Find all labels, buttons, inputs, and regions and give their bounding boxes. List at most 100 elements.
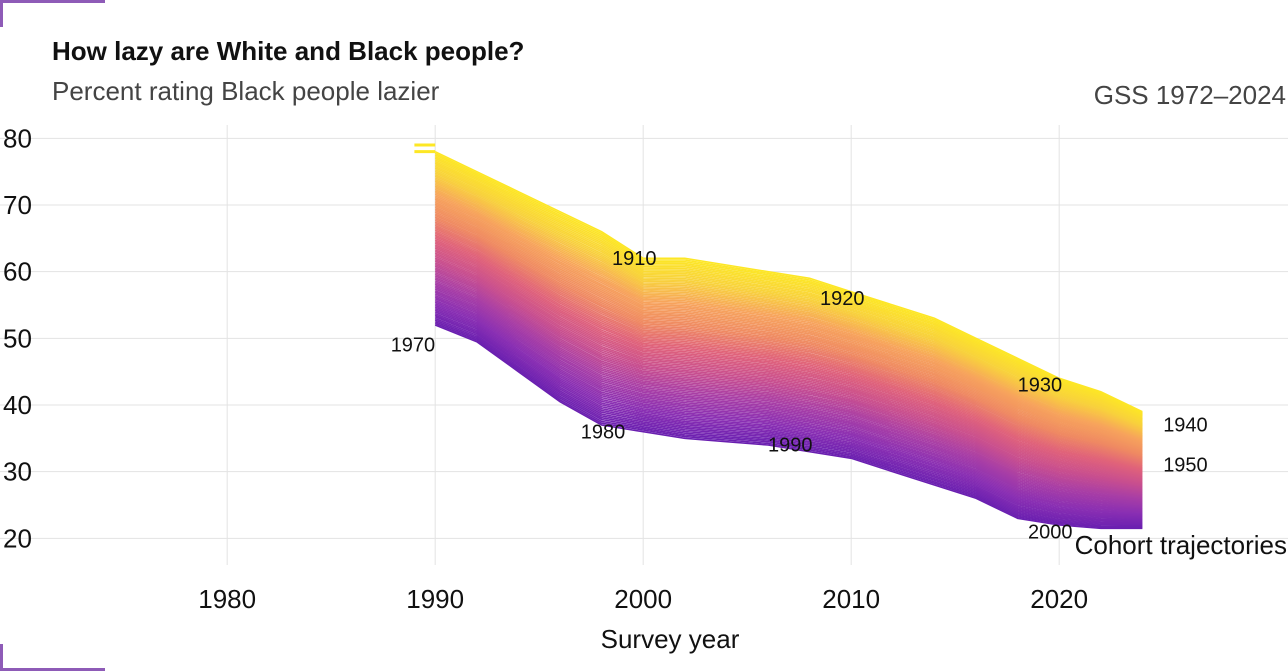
cohort-line	[434, 247, 1143, 478]
cohort-line	[434, 302, 1143, 515]
cohort-line	[434, 281, 1143, 501]
cohort-line	[434, 229, 1143, 466]
cohort-line	[434, 276, 1143, 498]
cohort-line	[434, 324, 1143, 530]
cohort-line	[434, 222, 1143, 461]
cohort-line	[434, 253, 1143, 482]
cohort-line	[434, 263, 1143, 489]
x-tick-label: 1990	[406, 584, 464, 614]
cohort-line	[434, 198, 1143, 445]
cohort-label-1950: 1950	[1163, 455, 1208, 477]
cohort-line	[434, 286, 1143, 504]
cohort-line	[434, 275, 1143, 497]
cohort-line	[434, 235, 1143, 470]
cohort-line	[434, 265, 1143, 490]
cohort-line	[434, 175, 1143, 429]
cohort-line	[434, 177, 1143, 431]
cohort-line	[434, 240, 1143, 473]
corner-mark-bottom	[0, 668, 105, 671]
cohort-label-1920: 1920	[820, 288, 865, 310]
cohort-line	[434, 301, 1143, 514]
x-tick-layer: 1980 1990 2000 2010 2020	[198, 584, 1088, 614]
cohort-line	[434, 208, 1143, 451]
chart-subtitle: Percent rating Black people lazier	[52, 76, 440, 106]
cohort-line	[434, 309, 1143, 520]
cohort-line	[434, 160, 1143, 420]
cohort-line	[434, 216, 1143, 457]
cohort-line	[434, 154, 1143, 415]
cohort-line	[434, 152, 1143, 414]
cohort-line	[434, 245, 1143, 477]
data-source: GSS 1972–2024	[1093, 80, 1286, 110]
cohort-line	[434, 288, 1143, 505]
cohort-line	[434, 298, 1143, 512]
cohort-line	[434, 188, 1143, 438]
cohort-line	[434, 157, 1143, 417]
cohort-line	[434, 242, 1143, 475]
cohort-line	[434, 185, 1143, 436]
cohort-line	[434, 231, 1143, 467]
cohort-line	[434, 267, 1143, 491]
cohort-line	[434, 221, 1143, 460]
y-tick-label: 30	[3, 457, 32, 487]
x-axis-label: Survey year	[601, 624, 740, 654]
cohort-line	[434, 299, 1143, 513]
cohort-line	[434, 227, 1143, 465]
cohort-line	[434, 203, 1143, 448]
cohort-line	[434, 211, 1143, 454]
y-tick-label: 20	[3, 523, 32, 553]
y-tick-label: 80	[3, 123, 32, 153]
cohort-line	[434, 278, 1143, 499]
cohort-line	[434, 165, 1143, 423]
cohort-line	[434, 322, 1143, 529]
cohort-line	[434, 163, 1143, 422]
cohort-label-1910: 1910	[612, 248, 657, 270]
cohort-line	[434, 204, 1143, 449]
cohort-label-1970: 1970	[391, 335, 436, 357]
cohort-line	[434, 262, 1143, 488]
cohort-line	[434, 258, 1143, 486]
cohort-line	[434, 172, 1143, 427]
cohort-label-1940: 1940	[1163, 415, 1208, 437]
cohort-line	[434, 234, 1143, 469]
cohort-line	[434, 316, 1143, 524]
cohort-label-1990: 1990	[768, 435, 813, 457]
cohort-line	[434, 317, 1143, 525]
cohort-line	[434, 320, 1143, 527]
cohort-line	[434, 224, 1143, 462]
y-tick-layer: 20 30 40 50 60 70 80	[3, 123, 32, 553]
cohort-line	[434, 214, 1143, 456]
cohort-line	[434, 280, 1143, 500]
cohort-label-2000: 2000	[1028, 521, 1073, 543]
cohort-line	[434, 178, 1143, 432]
cohort-line	[434, 217, 1143, 458]
cohort-line	[434, 237, 1143, 471]
cohort-label-layer: 1910 1920 1930 1940 1950 1970 1980 1990 2000	[391, 248, 1208, 543]
corner-mark-bottom-left	[0, 644, 3, 671]
cohort-line	[434, 173, 1143, 428]
cohort-line	[434, 181, 1143, 434]
cohort-line	[434, 159, 1143, 418]
cohort-line	[434, 270, 1143, 493]
cohort-line	[434, 306, 1143, 517]
x-tick-label: 2000	[614, 584, 672, 614]
cohort-trajectories-note: Cohort trajectories	[1075, 530, 1287, 560]
cohort-line	[434, 201, 1143, 447]
cohort-line	[434, 196, 1143, 444]
cohort-label-1980: 1980	[581, 421, 626, 443]
cohort-line	[434, 271, 1143, 494]
cohort-line	[434, 311, 1143, 521]
corner-mark-top-left	[0, 0, 3, 27]
cohort-line	[434, 250, 1143, 480]
y-tick-label: 60	[3, 257, 32, 287]
cohort-line	[434, 219, 1143, 459]
cohort-line	[434, 239, 1143, 472]
cohort-label-1930: 1930	[1018, 375, 1063, 397]
x-tick-label: 1980	[198, 584, 256, 614]
cohort-line	[434, 199, 1143, 446]
y-tick-label: 40	[3, 390, 32, 420]
y-tick-label: 50	[3, 323, 32, 353]
cohort-line	[434, 289, 1143, 506]
cohort-line	[434, 150, 1143, 413]
